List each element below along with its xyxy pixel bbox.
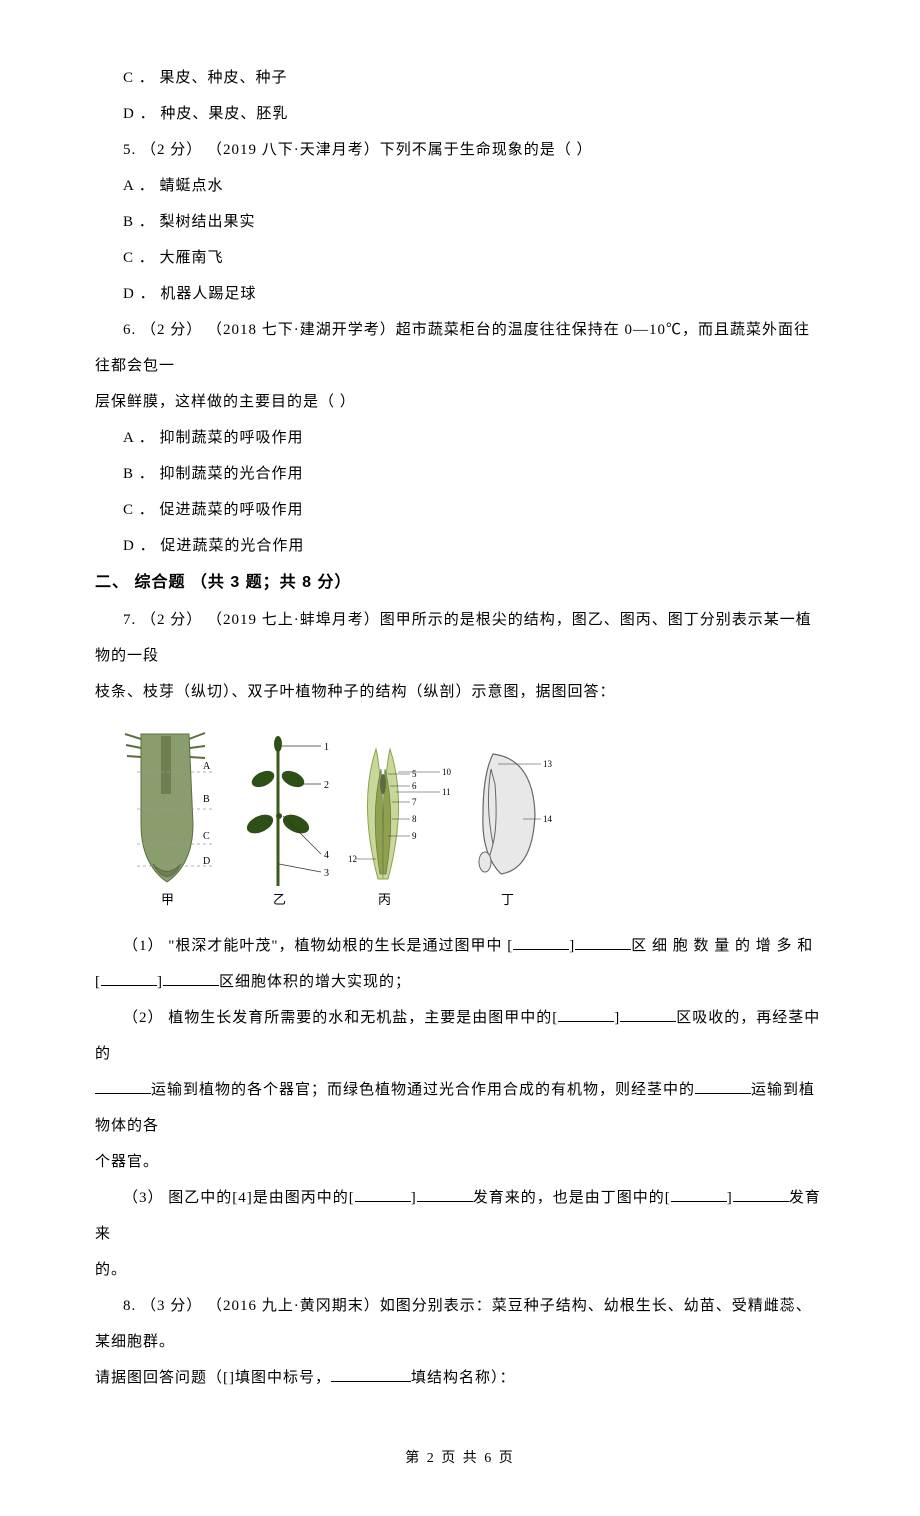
q6-option-a: A ． 抑制蔬菜的呼吸作用 [95, 420, 825, 456]
q4-option-c: C ． 果皮、种皮、种子 [95, 60, 825, 96]
q7-sub3-c: 发育来的，也是由丁图中的[ [473, 1190, 671, 1206]
q7-sub1-line2: [] 区细胞体积的增大实现的； [95, 964, 825, 1000]
section-2-header: 二、 综合题 （共 3 题；共 8 分） [95, 564, 825, 602]
label-bing-5: 5 [412, 769, 417, 779]
q7-sub1-c: 区 细 胞 数 量 的 增 多 和 [631, 938, 813, 954]
label-jia-name: 甲 [161, 892, 174, 907]
label-bing-9: 9 [412, 831, 417, 841]
q7-sub3-d: ] [727, 1190, 733, 1206]
q7-stem-line2: 枝条、枝芽（纵切）、双子叶植物种子的结构（纵剖）示意图，据图回答： [95, 674, 825, 710]
q8-stem2-a: 请据图回答问题（[]填图中标号， [95, 1370, 331, 1386]
label-bing-11: 11 [442, 787, 451, 797]
q7-sub3: （3） 图乙中的[4]是由图丙中的[]发育来的，也是由丁图中的[]发育来 [95, 1180, 825, 1252]
diagram-jia: A B C D 甲 [125, 733, 215, 907]
q7-diagram: A B C D 甲 1 2 4 3 [123, 724, 553, 914]
q7-sub1: （1） "根深才能叶茂"，植物幼根的生长是通过图甲中 [] 区 细 胞 数 量 的… [95, 928, 825, 964]
q5-option-d: D ． 机器人踢足球 [95, 276, 825, 312]
q6-option-d: D ． 促进蔬菜的光合作用 [95, 528, 825, 564]
label-yi-name: 乙 [273, 892, 286, 907]
q7-sub1-f: 区细胞体积的增大实现的； [219, 974, 411, 990]
label-bing-name: 丙 [378, 892, 391, 907]
label-bing-10: 10 [442, 767, 452, 777]
q7-sub2: （2） 植物生长发育所需要的水和无机盐，主要是由图甲中的[]区吸收的，再经茎中的 [95, 1000, 825, 1072]
q7-sub3-line2: 的。 [95, 1252, 825, 1288]
label-yi-4: 4 [324, 850, 329, 861]
label-yi-1: 1 [324, 742, 329, 753]
q7-sub3-b: ] [411, 1190, 417, 1206]
q4-option-d: D ． 种皮、果皮、胚乳 [95, 96, 825, 132]
q6-option-c: C ． 促进蔬菜的呼吸作用 [95, 492, 825, 528]
q8-stem-line2: 请据图回答问题（[]填图中标号， 填结构名称）： [95, 1360, 825, 1396]
label-C: C [203, 831, 210, 842]
q5-option-b: B ． 梨树结出果实 [95, 204, 825, 240]
diagram-yi: 1 2 4 3 乙 [244, 736, 329, 907]
q7-stem-line1: 7. （2 分） （2019 七上·蚌埠月考）图甲所示的是根尖的结构，图乙、图丙… [95, 602, 825, 674]
q6-option-b: B ． 抑制蔬菜的光合作用 [95, 456, 825, 492]
q7-sub2-line2: 运输到植物的各个器官；而绿色植物通过光合作用合成的有机物，则经茎中的运输到植物体… [95, 1072, 825, 1144]
diagram-bing: 5 6 7 8 9 10 11 12 丙 [348, 749, 452, 907]
label-D: D [203, 856, 210, 867]
q7-sub3-a: （3） 图乙中的[4]是由图丙中的[ [123, 1190, 355, 1206]
label-ding-13: 13 [543, 759, 553, 769]
label-bing-8: 8 [412, 814, 417, 824]
q7-sub1-e: ] [157, 974, 163, 990]
q7-sub2-a: （2） 植物生长发育所需要的水和无机盐，主要是由图甲中的[ [123, 1010, 558, 1026]
label-yi-3: 3 [324, 868, 329, 879]
q5-option-a: A ． 蜻蜓点水 [95, 168, 825, 204]
label-bing-6: 6 [412, 781, 417, 791]
label-ding-name: 丁 [501, 892, 514, 907]
label-ding-14: 14 [543, 814, 553, 824]
q7-sub2-d: 运输到植物的各个器官；而绿色植物通过光合作用合成的有机物，则经茎中的 [151, 1082, 695, 1098]
q7-sub2-b: ] [614, 1010, 620, 1026]
diagram-ding: 13 14 丁 [479, 754, 553, 907]
q5-stem: 5. （2 分） （2019 八下·天津月考）下列不属于生命现象的是（ ） [95, 132, 825, 168]
label-bing-12: 12 [348, 854, 357, 864]
page-footer: 第 2 页 共 6 页 [95, 1442, 825, 1476]
q8-stem2-b: 填结构名称）： [411, 1370, 516, 1386]
diagram-svg: A B C D 甲 1 2 4 3 [123, 724, 553, 914]
label-B: B [203, 794, 210, 805]
q6-stem-line1: 6. （2 分） （2018 七下·建湖开学考）超市蔬菜柜台的温度往往保持在 0… [95, 312, 825, 384]
q6-stem-line2: 层保鲜膜，这样做的主要目的是（ ） [95, 384, 825, 420]
q5-option-c: C ． 大雁南飞 [95, 240, 825, 276]
q8-stem-line1: 8. （3 分） （2016 九上·黄冈期末）如图分别表示：菜豆种子结构、幼根生… [95, 1288, 825, 1360]
q7-sub2-line3: 个器官。 [95, 1144, 825, 1180]
q7-sub1-b: ] [569, 938, 575, 954]
label-bing-7: 7 [412, 797, 417, 807]
q7-sub1-a: （1） "根深才能叶茂"，植物幼根的生长是通过图甲中 [ [123, 938, 513, 954]
q7-sub1-d: [ [95, 974, 101, 990]
label-A: A [203, 761, 211, 772]
label-yi-2: 2 [324, 780, 329, 791]
